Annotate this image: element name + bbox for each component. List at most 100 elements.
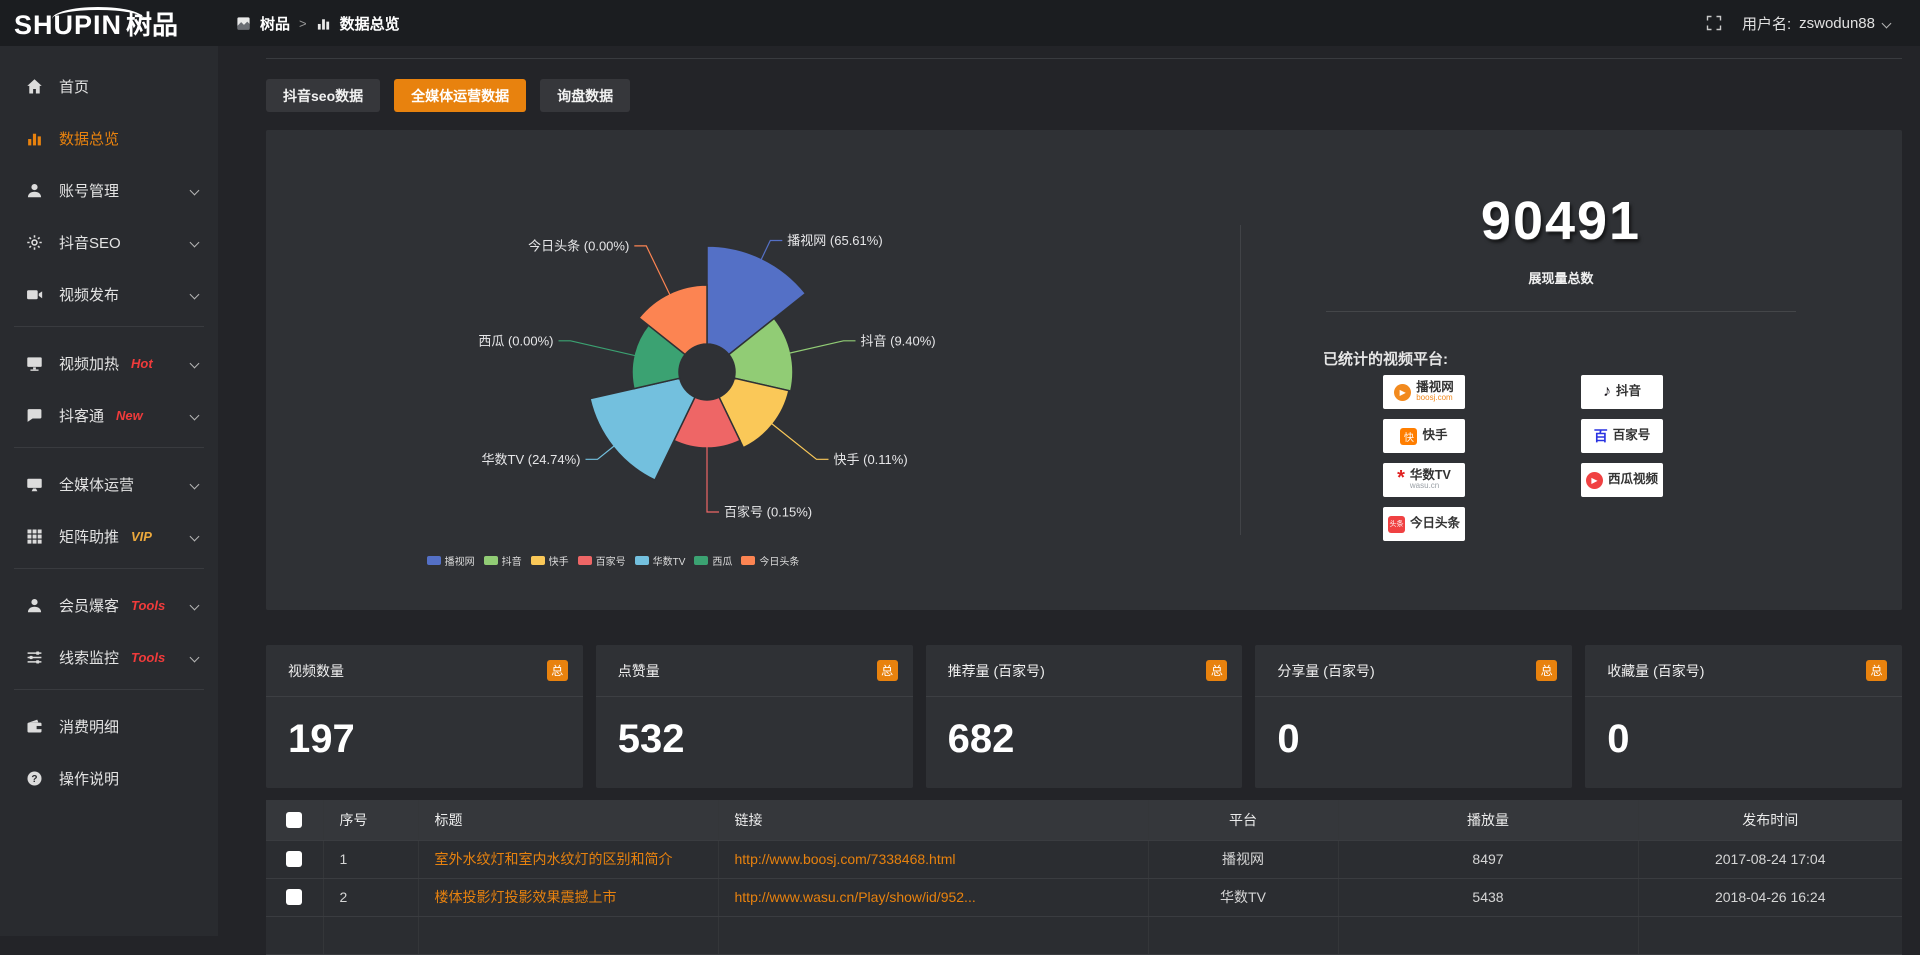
chart-legend: 播视网抖音快手百家号华数TV 西瓜 今日头条 (378, 553, 848, 568)
pie-label-抖音: 抖音 (9.40%) (861, 333, 936, 348)
tab-bar: 抖音seo数据全媒体运营数据询盘数据 (266, 79, 1902, 112)
table-header-checkbox-cell (266, 800, 323, 840)
sidebar-item-label: 抖客通 (59, 405, 104, 426)
legend-item-抖音[interactable]: 抖音 (484, 553, 522, 568)
legend-item-快手[interactable]: 快手 (531, 553, 569, 568)
wasu-icon: * (1397, 471, 1405, 489)
table-header-发布时间: 发布时间 (1638, 800, 1902, 840)
sidebar-item-badge: Tools (131, 598, 165, 613)
sidebar-item-首页[interactable]: 首页 (0, 66, 218, 106)
sidebar-item-视频发布[interactable]: 视频发布 (0, 274, 218, 314)
sidebar-item-账号管理[interactable]: 账号管理 (0, 170, 218, 210)
video-url-link[interactable]: http://www.boosj.com/7338468.html (735, 851, 956, 867)
overview-panel: 播视网 (65.61%)抖音 (9.40%)快手 (0.11%)百家号 (0.1… (266, 130, 1902, 610)
sidebar-divider (14, 447, 204, 448)
summary-divider (1326, 311, 1796, 312)
sidebar-item-操作说明[interactable]: ?操作说明 (0, 758, 218, 798)
sidebar-item-抖客通[interactable]: 抖客通 New (0, 395, 218, 435)
row-seq: 1 (323, 840, 418, 878)
platform-logo-今日头条: 头条今日头条 (1383, 507, 1465, 541)
legend-swatch (694, 556, 708, 565)
chevron-down-icon (190, 479, 200, 489)
pie-label-西瓜: 西瓜 (0.00%) (478, 333, 553, 348)
legend-swatch (635, 556, 649, 565)
platform-logo-name: 快手 (1422, 429, 1447, 442)
row-publish-time: 2018-04-26 16:24 (1638, 878, 1902, 916)
legend-item-播视网[interactable]: 播视网 (427, 553, 475, 568)
row-checkbox-cell (266, 878, 323, 916)
breadcrumb-current[interactable]: 数据总览 (340, 13, 400, 34)
display-icon (26, 476, 44, 493)
sidebar-item-label: 全媒体运营 (59, 474, 134, 495)
legend-swatch (741, 556, 755, 565)
row-checkbox[interactable] (286, 851, 302, 867)
row-title-cell (418, 916, 718, 954)
stat-card-header: 视频数量总 (266, 645, 583, 697)
breadcrumb-root[interactable]: 树品 (260, 13, 290, 34)
grid-icon (26, 528, 44, 545)
row-seq (323, 916, 418, 954)
sidebar-item-label: 账号管理 (59, 180, 119, 201)
tab-抖音seo数据[interactable]: 抖音seo数据 (266, 79, 380, 112)
fullscreen-icon[interactable] (1706, 15, 1722, 31)
sidebar-item-数据总览[interactable]: 数据总览 (0, 118, 218, 158)
boosj-icon: ▶ (1394, 384, 1411, 401)
legend-item-百家号[interactable]: 百家号 (578, 553, 626, 568)
table-row: 1 室外水纹灯和室内水纹灯的区别和简介 http://www.boosj.com/7… (266, 840, 1902, 878)
row-title-cell: 室外水纹灯和室内水纹灯的区别和简介 (418, 840, 718, 878)
platform-logo-sub: wasu.cn (1410, 482, 1451, 490)
pie-label-line-播视网 (760, 241, 782, 262)
row-checkbox-cell (266, 840, 323, 878)
stat-card-value: 0 (1585, 697, 1902, 762)
user-icon (26, 597, 44, 614)
user-menu[interactable]: 用户名: zswodun88 (1742, 13, 1890, 34)
sidebar-item-全媒体运营[interactable]: 全媒体运营 (0, 464, 218, 504)
video-title-link[interactable]: 楼体投影灯投影效果震撼上市 (435, 889, 617, 905)
legend-item-西瓜[interactable]: 西瓜 (694, 553, 732, 568)
chevron-down-icon (190, 289, 200, 299)
row-checkbox[interactable] (286, 889, 302, 905)
gear-icon (26, 234, 44, 251)
legend-item-今日头条[interactable]: 今日头条 (741, 553, 799, 568)
sidebar-item-抖音SEO[interactable]: 抖音SEO (0, 222, 218, 262)
douyin-icon: ♪ (1603, 383, 1611, 401)
svg-text:?: ? (31, 773, 37, 784)
sidebar-item-badge: VIP (131, 529, 152, 544)
total-impressions-value: 90491 (1301, 190, 1821, 252)
sidebar-item-消费明细[interactable]: 消费明细 (0, 706, 218, 746)
video-icon (26, 286, 44, 303)
header-right: 用户名: zswodun88 (1706, 13, 1920, 34)
platform-logo-快手: 快快手 (1383, 419, 1465, 453)
pie-slice-华数TV[interactable] (590, 378, 695, 480)
video-title-link[interactable]: 室外水纹灯和室内水纹灯的区别和简介 (435, 851, 673, 867)
pie-label-line-华数TV (586, 445, 616, 459)
row-title-cell: 楼体投影灯投影效果震撼上市 (418, 878, 718, 916)
pie-label-line-百家号 (707, 445, 719, 512)
legend-item-华数TV[interactable]: 华数TV (635, 553, 686, 568)
content-top-divider (266, 58, 1902, 59)
row-link-cell: http://www.wasu.cn/Play/show/id/952... (718, 878, 1148, 916)
legend-label: 今日头条 (759, 553, 799, 568)
select-all-checkbox[interactable] (286, 812, 302, 828)
video-url-link[interactable]: http://www.wasu.cn/Play/show/id/952... (735, 889, 976, 905)
row-link-cell (718, 916, 1148, 954)
pie-label-百家号: 百家号 (0.15%) (724, 505, 812, 520)
chat-icon (26, 407, 44, 424)
total-block: 90491 展现量总数 (1301, 190, 1821, 312)
table-header-序号: 序号 (323, 800, 418, 840)
platform-logo-name: 百家号 (1613, 429, 1651, 442)
row-plays: 8497 (1338, 840, 1638, 878)
tab-询盘数据[interactable]: 询盘数据 (540, 79, 630, 112)
row-plays (1338, 916, 1638, 954)
sidebar-item-badge: Tools (131, 650, 165, 665)
sidebar-item-badge: New (116, 408, 143, 423)
tab-全媒体运营数据[interactable]: 全媒体运营数据 (394, 79, 526, 112)
